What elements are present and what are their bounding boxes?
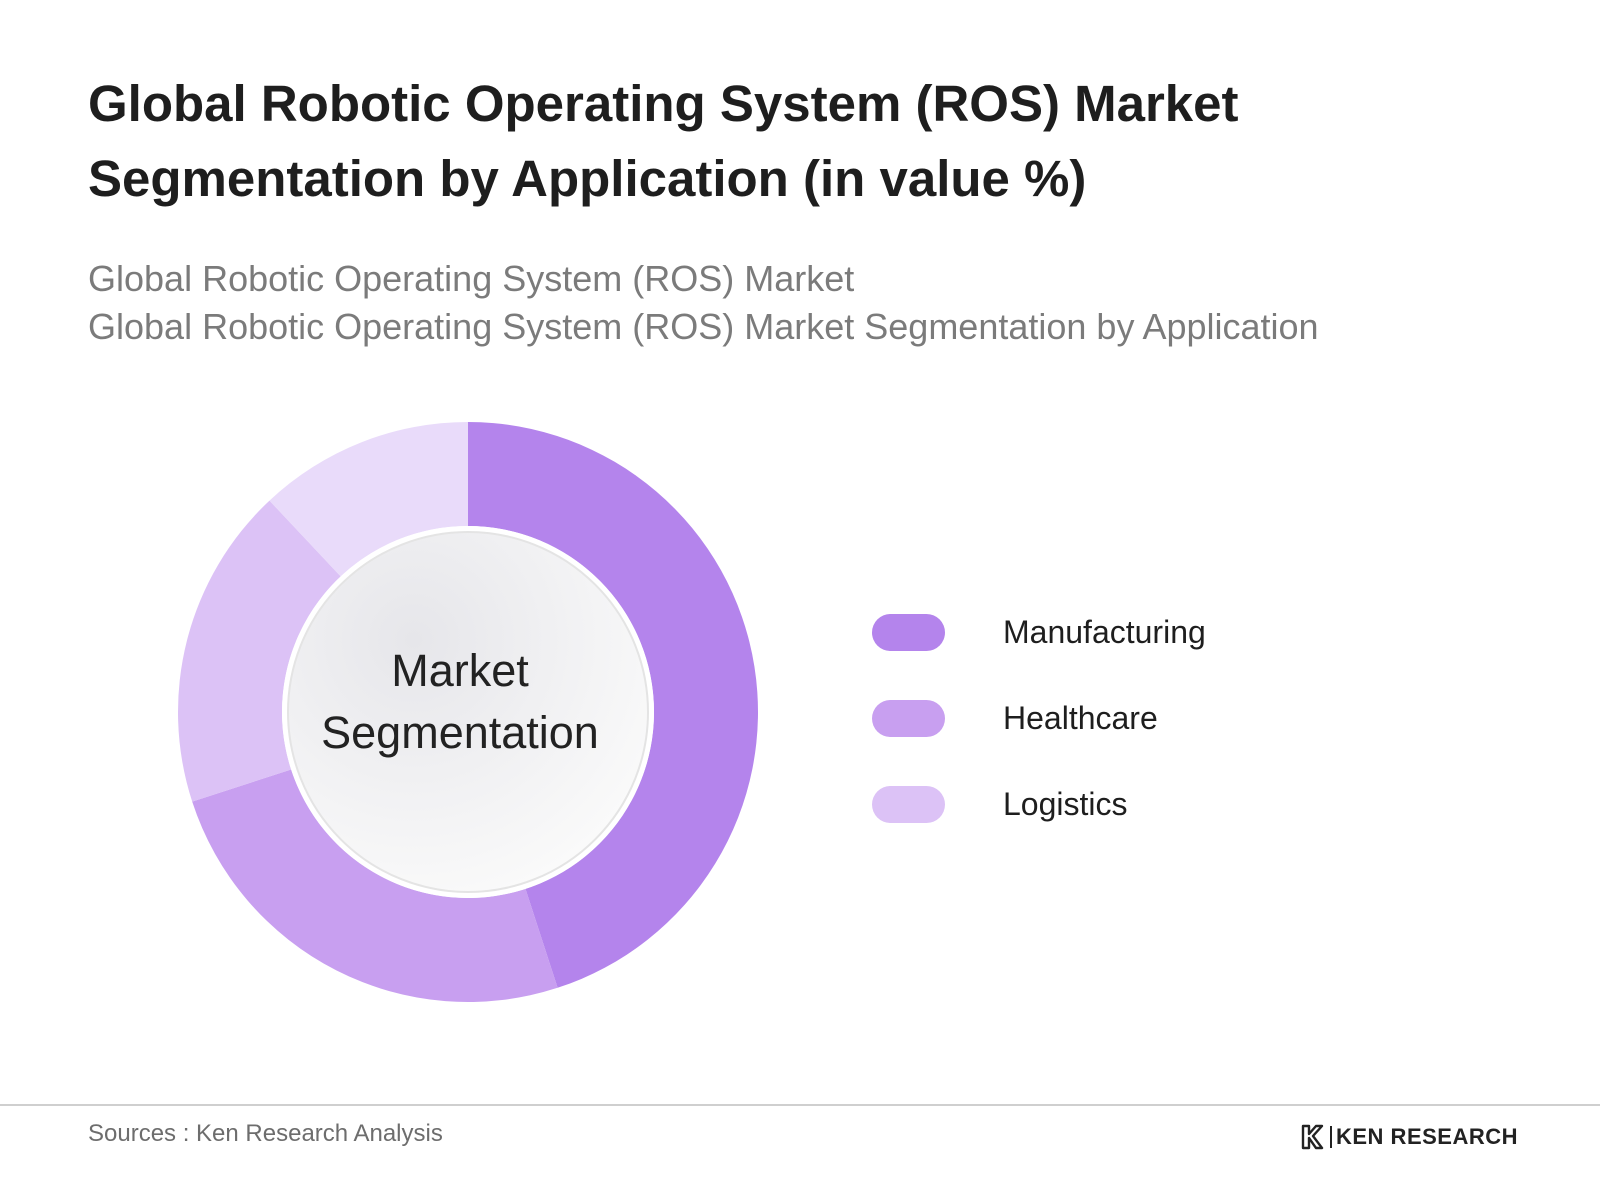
subtitle-line-2: Global Robotic Operating System (ROS) Ma… bbox=[88, 306, 1319, 347]
legend-label-healthcare: Healthcare bbox=[1003, 699, 1158, 736]
donut-slice-logistics-lower bbox=[178, 500, 341, 802]
ken-research-logo-icon bbox=[1301, 1124, 1324, 1150]
footer-divider bbox=[0, 1104, 1600, 1106]
donut-slice-logistics-upper bbox=[269, 422, 468, 577]
chart-subtitle: Global Robotic Operating System (ROS) Ma… bbox=[88, 255, 1488, 351]
donut-slice-healthcare bbox=[192, 769, 558, 1002]
legend-item-logistics: Logistics bbox=[872, 784, 1352, 824]
legend-swatch-manufacturing bbox=[872, 613, 945, 651]
donut-center-label: Market Segmentation bbox=[270, 640, 650, 764]
title-line-1: Global Robotic Operating System (ROS) Ma… bbox=[88, 75, 1239, 132]
source-note: Sources : Ken Research Analysis bbox=[88, 1120, 443, 1147]
center-label-line-2: Segmentation bbox=[321, 707, 599, 758]
donut-center bbox=[287, 531, 649, 893]
legend: Manufacturing Healthcare Logistics bbox=[872, 612, 1352, 870]
legend-item-manufacturing: Manufacturing bbox=[872, 612, 1352, 652]
legend-label-logistics: Logistics bbox=[1003, 785, 1128, 822]
subtitle-line-1: Global Robotic Operating System (ROS) Ma… bbox=[88, 258, 855, 299]
center-label-line-1: Market bbox=[391, 645, 529, 696]
donut-slice-manufacturing bbox=[468, 422, 759, 988]
donut-slices bbox=[178, 422, 759, 1002]
brand: KEN RESEARCH bbox=[1300, 1124, 1518, 1150]
brand-divider bbox=[1330, 1126, 1332, 1148]
legend-label-manufacturing: Manufacturing bbox=[1003, 613, 1206, 650]
legend-swatch-healthcare bbox=[872, 699, 945, 737]
donut-chart bbox=[178, 422, 759, 1002]
legend-item-healthcare: Healthcare bbox=[872, 698, 1352, 738]
brand-name: KEN RESEARCH bbox=[1336, 1124, 1519, 1149]
title-line-2: Segmentation by Application (in value %) bbox=[88, 150, 1087, 207]
legend-swatch-logistics bbox=[872, 785, 945, 823]
chart-title: Global Robotic Operating System (ROS) Ma… bbox=[88, 66, 1388, 216]
